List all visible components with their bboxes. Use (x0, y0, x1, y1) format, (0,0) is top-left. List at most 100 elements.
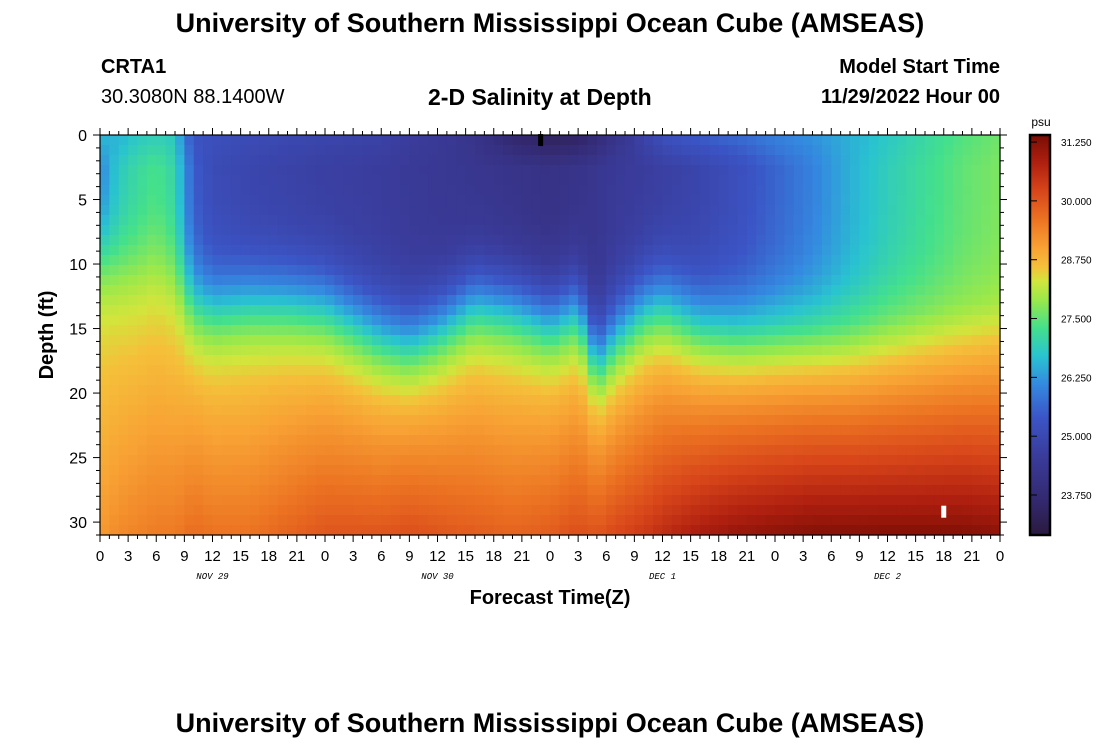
heatmap-cell (128, 505, 139, 516)
heatmap-cell (118, 315, 129, 326)
heatmap-cell (446, 155, 457, 166)
heatmap-cell (925, 225, 935, 236)
heatmap-cell (184, 495, 195, 506)
heatmap-cell (671, 325, 682, 336)
heatmap-cell (756, 385, 767, 396)
heatmap-cell (362, 305, 373, 316)
heatmap-cell (671, 475, 682, 486)
heatmap-cell (296, 235, 307, 246)
heatmap-cell (184, 235, 195, 246)
heatmap-cell (109, 165, 120, 176)
heatmap-cell (971, 195, 982, 206)
heatmap-cell (165, 505, 176, 516)
heatmap-cell (334, 295, 345, 306)
heatmap-cell (821, 215, 832, 226)
heatmap-cell (550, 165, 560, 176)
heatmap-cell (137, 175, 148, 186)
heatmap-cell (925, 465, 935, 476)
heatmap-cell (287, 495, 298, 506)
heatmap-cell (971, 155, 982, 166)
heatmap-cell (896, 255, 907, 266)
heatmap-cell (118, 385, 129, 396)
heatmap-cell (925, 325, 935, 336)
heatmap-cell (381, 525, 392, 536)
heatmap-cell (250, 255, 260, 266)
heatmap-cell (137, 365, 148, 376)
heatmap-cell (456, 175, 467, 186)
heatmap-cell (662, 435, 673, 446)
heatmap-cell (840, 295, 851, 306)
heatmap-cell (953, 505, 964, 516)
heatmap-cell (718, 325, 729, 336)
heatmap-cell (737, 405, 748, 416)
heatmap-cell (700, 515, 710, 526)
heatmap-cell (568, 175, 579, 186)
heatmap-cell (943, 525, 954, 536)
heatmap-cell (306, 415, 317, 426)
heatmap-cell (381, 335, 392, 346)
heatmap-cell (775, 205, 785, 216)
heatmap-cell (709, 335, 720, 346)
heatmap-cell (737, 175, 748, 186)
heatmap-cell (503, 445, 514, 456)
heatmap-cell (681, 485, 692, 496)
heatmap-cell (240, 465, 251, 476)
heatmap-cell (887, 515, 898, 526)
heatmap-cell (250, 165, 260, 176)
heatmap-cell (634, 495, 645, 506)
heatmap-cell (343, 415, 354, 426)
heatmap-cell (137, 345, 148, 356)
heatmap-cell (981, 375, 992, 386)
heatmap-cell (662, 235, 673, 246)
heatmap-cell (784, 375, 795, 386)
heatmap-cell (325, 165, 335, 176)
heatmap-cell (831, 515, 842, 526)
heatmap-cell (812, 345, 823, 356)
heatmap-cell (456, 375, 467, 386)
heatmap-cell (362, 265, 373, 276)
heatmap-cell (437, 245, 448, 256)
heatmap-cell (390, 465, 401, 476)
heatmap-cell (934, 185, 945, 196)
heatmap-cell (831, 305, 842, 316)
heatmap-cell (981, 495, 992, 506)
heatmap-cell (437, 205, 448, 216)
heatmap-cell (971, 165, 982, 176)
heatmap-cell (221, 355, 232, 366)
heatmap-cell (934, 285, 945, 296)
heatmap-cell (137, 255, 148, 266)
heatmap-cell (587, 475, 598, 486)
heatmap-cell (953, 195, 964, 206)
heatmap-cell (325, 495, 335, 506)
heatmap-cell (268, 415, 279, 426)
heatmap-cell (325, 465, 335, 476)
heatmap-cell (934, 345, 945, 356)
heatmap-cell (981, 285, 992, 296)
heatmap-cell (184, 295, 195, 306)
heatmap-cell (803, 335, 814, 346)
heatmap-cell (409, 135, 420, 146)
heatmap-cell (765, 495, 776, 506)
heatmap-cell (409, 445, 420, 456)
heatmap-cell (943, 185, 954, 196)
heatmap-cell (662, 515, 673, 526)
heatmap-cell (118, 455, 129, 466)
heatmap-cell (343, 225, 354, 236)
heatmap-cell (343, 265, 354, 276)
heatmap-cell (634, 345, 645, 356)
heatmap-cell (250, 465, 260, 476)
heatmap-cell (334, 435, 345, 446)
heatmap-cell (606, 505, 617, 516)
heatmap-cell (268, 425, 279, 436)
heatmap-cell (137, 325, 148, 336)
heatmap-cell (409, 305, 420, 316)
heatmap-cell (625, 465, 635, 476)
heatmap-cell (175, 165, 185, 176)
x-tick-label: 0 (546, 548, 554, 565)
heatmap-cell (100, 265, 110, 276)
heatmap-cell (137, 215, 148, 226)
heatmap-cell (765, 415, 776, 426)
heatmap-cell (456, 355, 467, 366)
heatmap-cell (709, 355, 720, 366)
heatmap-cell (193, 235, 204, 246)
